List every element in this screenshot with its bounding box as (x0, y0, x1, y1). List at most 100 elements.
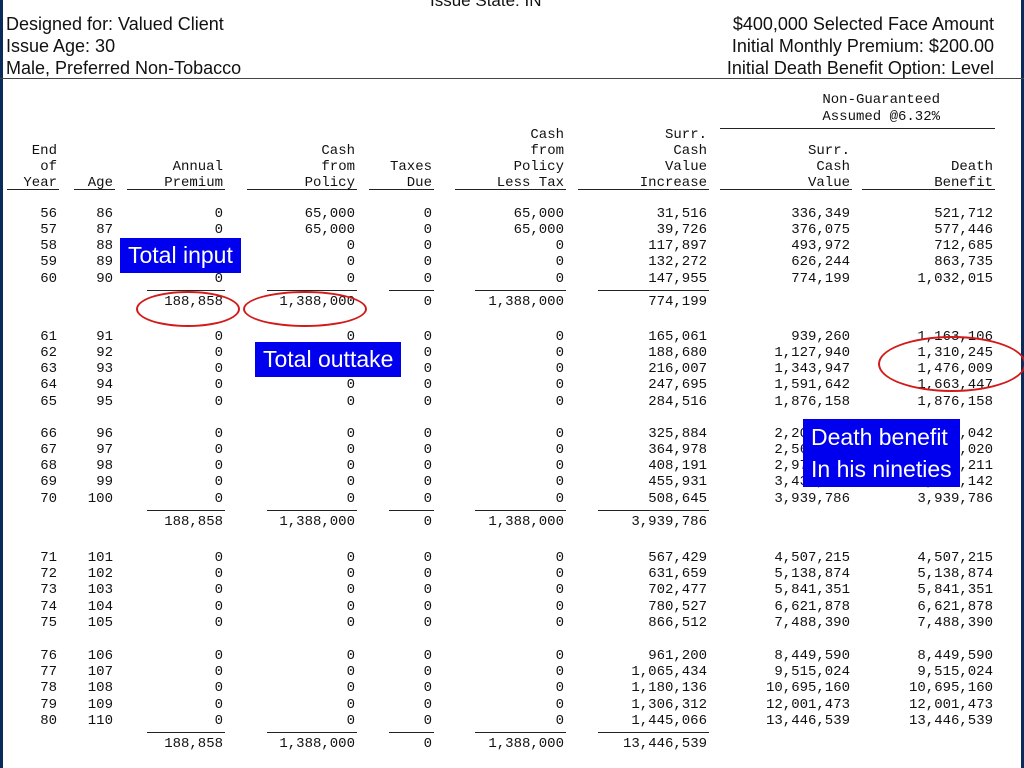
table-cell: 567,429 (648, 550, 707, 566)
table-cell: 0 (214, 696, 223, 713)
table-cell: 5,138,874 (774, 566, 850, 583)
table-cell: 71 (40, 550, 57, 566)
table-cell: 147,955 (648, 270, 707, 287)
table-cell: 78 (40, 680, 57, 697)
table-cell: 0 (555, 582, 564, 599)
table-cell: 10,695,160 (908, 680, 993, 697)
subtotal-rule (147, 731, 225, 733)
table-cell: 70 (40, 490, 57, 507)
table-cell: 91 (96, 329, 113, 345)
subtotal-rule (598, 731, 709, 733)
table-cell: 0 (555, 474, 564, 491)
table-cell: 0 (555, 566, 564, 583)
table-cell: 107 (87, 664, 113, 681)
column-header-line: End (31, 143, 57, 159)
subtotal-cell: 188,858 (164, 513, 223, 530)
table-cell: 80 (40, 712, 57, 729)
table-cell: 631,659 (648, 566, 707, 583)
table-cell: 98 (96, 458, 113, 475)
table-cell: 0 (214, 222, 223, 239)
table-cell: 0 (423, 664, 432, 681)
table-cell: 0 (555, 490, 564, 507)
column-header-underline (578, 189, 709, 190)
table-cell: 0 (214, 566, 223, 583)
table-cell: 87 (96, 222, 113, 239)
column-header-line: Due (406, 175, 432, 191)
column-header-line: Surr. (807, 143, 850, 159)
designed-for: Designed for: Valued Client (6, 14, 224, 34)
table-cell: 0 (555, 393, 564, 410)
subtotal-cell: 1,388,000 (488, 735, 564, 752)
table-cell: 0 (346, 254, 355, 271)
table-cell: 0 (423, 582, 432, 599)
table-cell: 5,841,351 (774, 582, 850, 599)
table-cell: 62 (40, 345, 57, 362)
subtotal-cell: 13,446,539 (622, 735, 707, 752)
table-cell: 0 (346, 474, 355, 491)
table-cell: 961,200 (648, 648, 707, 664)
table-cell: 0 (214, 361, 223, 378)
table-cell: 0 (423, 550, 432, 566)
column-header-line: of (40, 159, 57, 175)
column-header-underline (862, 189, 995, 190)
column-header-line: Less Tax (496, 175, 564, 191)
column-header-underline (720, 189, 852, 190)
table-cell: 325,884 (648, 426, 707, 442)
table-cell: 0 (346, 680, 355, 697)
table-cell: 56 (40, 206, 57, 222)
table-cell: 188,680 (648, 345, 707, 362)
table-cell: 0 (423, 696, 432, 713)
table-cell: 60 (40, 270, 57, 287)
table-cell: 106 (87, 648, 113, 664)
column-header-line: Benefit (934, 175, 993, 191)
table-cell: 65,000 (513, 222, 564, 239)
table-cell: 336,349 (791, 206, 850, 222)
table-cell: 103 (87, 582, 113, 599)
table-cell: 97 (96, 442, 113, 459)
table-cell: 284,516 (648, 393, 707, 410)
table-cell: 96 (96, 426, 113, 442)
table-cell: 0 (423, 712, 432, 729)
table-cell: 104 (87, 598, 113, 615)
table-cell: 63 (40, 361, 57, 378)
table-cell: 1,876,158 (917, 393, 993, 410)
table-cell: 9,515,024 (917, 664, 993, 681)
table-cell: 0 (346, 648, 355, 664)
table-cell: 6,621,878 (774, 598, 850, 615)
death-benefit-callout: Death benefit In his nineties (803, 419, 960, 487)
subtotal-rule (147, 509, 225, 511)
column-header-line: from (321, 159, 355, 175)
table-cell: 863,735 (934, 254, 993, 271)
table-cell: 0 (555, 270, 564, 287)
table-cell: 0 (423, 426, 432, 442)
column-header-underline (455, 189, 566, 190)
table-cell: 0 (423, 345, 432, 362)
table-cell: 0 (555, 664, 564, 681)
monthly-premium: Initial Monthly Premium: $200.00 (731, 36, 994, 56)
table-cell: 0 (214, 712, 223, 729)
column-header-line: Age (87, 175, 113, 191)
table-cell: 0 (214, 426, 223, 442)
table-cell: 4,507,215 (774, 550, 850, 566)
table-cell: 0 (346, 238, 355, 255)
table-cell: 0 (214, 614, 223, 631)
subtotal-rule (267, 509, 357, 511)
table-cell: 0 (214, 345, 223, 362)
table-cell: 0 (346, 550, 355, 566)
table-cell: 102 (87, 566, 113, 583)
table-cell: 0 (214, 598, 223, 615)
table-cell: 0 (423, 598, 432, 615)
column-header-line: from (530, 143, 564, 159)
subtotal-cell: 188,858 (164, 735, 223, 752)
table-cell: 13,446,539 (908, 712, 993, 729)
column-header-line: Policy (304, 175, 355, 191)
subtotal-cell: 0 (423, 735, 432, 752)
table-cell: 0 (346, 426, 355, 442)
header-divider (0, 78, 1024, 79)
table-cell: 6,621,878 (917, 598, 993, 615)
table-cell: 0 (555, 598, 564, 615)
total-outtake-callout: Total outtake (255, 342, 402, 377)
table-cell: 702,477 (648, 582, 707, 599)
table-cell: 5,138,874 (917, 566, 993, 583)
